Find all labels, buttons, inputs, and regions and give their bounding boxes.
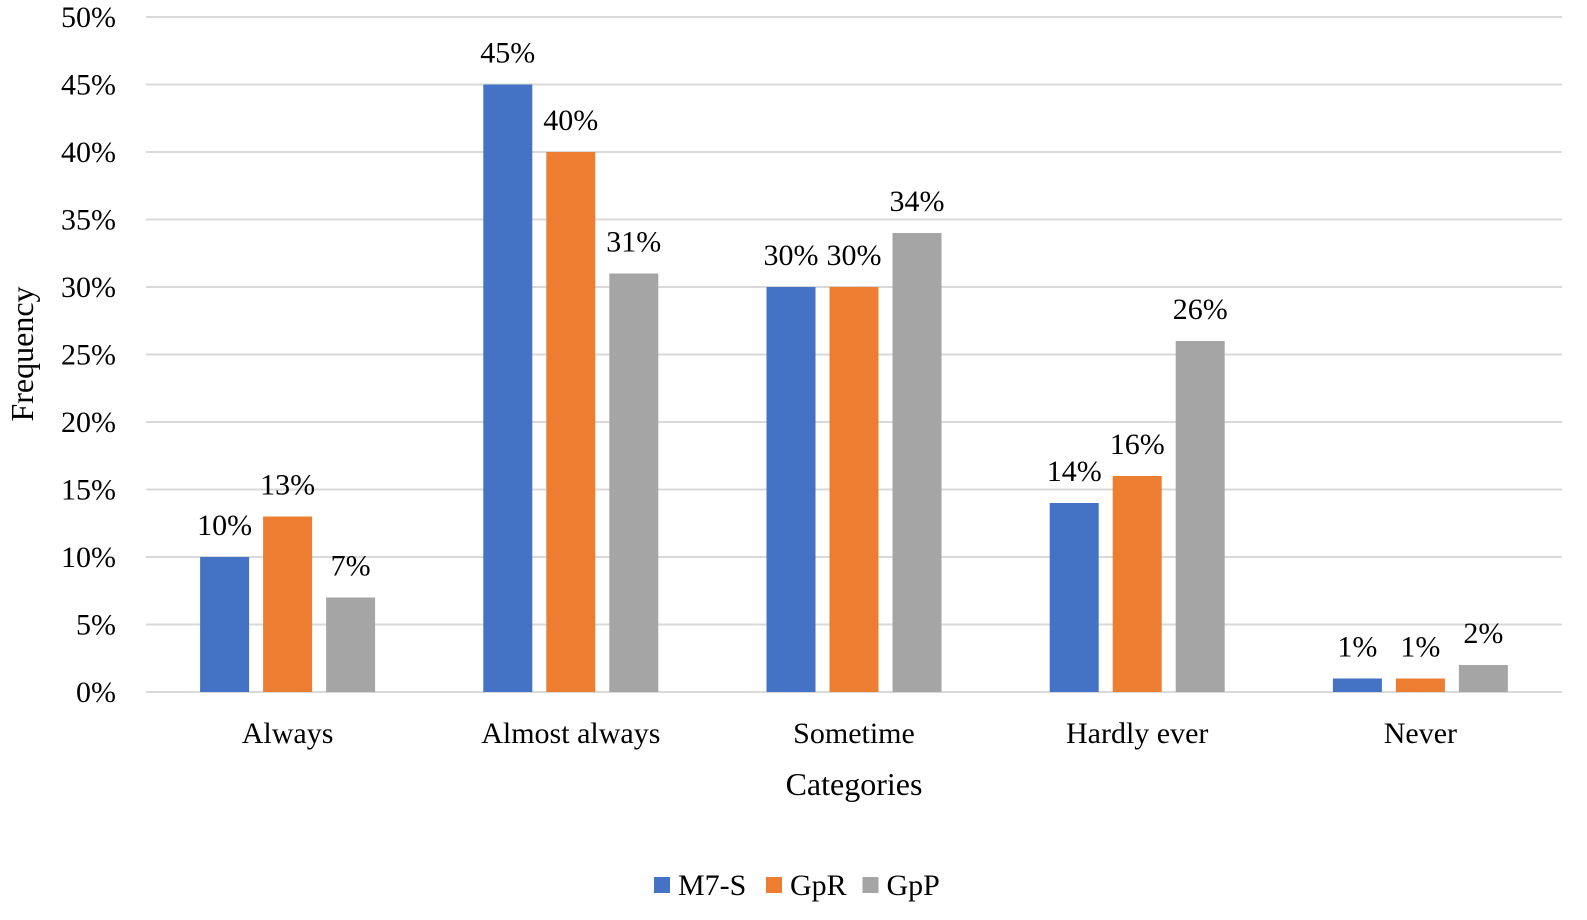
- y-tick-label: 50%: [61, 1, 116, 34]
- bar-gpr-sometime: [829, 287, 879, 692]
- y-tick-label: 25%: [61, 339, 116, 372]
- bars: [200, 84, 1508, 692]
- bar-gpp-never: [1458, 665, 1508, 692]
- y-tick-label: 10%: [61, 541, 116, 574]
- data-label: 1%: [1337, 631, 1377, 664]
- data-label: 31%: [606, 226, 661, 259]
- bar-gpr-never: [1395, 678, 1445, 692]
- legend-swatch: [766, 877, 782, 893]
- y-tick-label: 15%: [61, 474, 116, 507]
- y-tick-label: 40%: [61, 136, 116, 169]
- data-label: 30%: [764, 239, 819, 272]
- legend-label: M7-S: [678, 869, 746, 902]
- data-label: 1%: [1400, 631, 1440, 664]
- legend-swatch: [654, 877, 670, 893]
- data-label: 34%: [890, 185, 945, 218]
- y-tick-label: 35%: [61, 204, 116, 237]
- legend-label: GpP: [887, 869, 940, 902]
- data-label: 45%: [480, 37, 535, 70]
- y-tick-label: 45%: [61, 69, 116, 102]
- bar-gpp-hardly-ever: [1175, 341, 1225, 692]
- x-category-label: Always: [242, 717, 334, 750]
- bar-gpp-sometime: [892, 233, 942, 692]
- bar-m7-s-hardly-ever: [1049, 503, 1099, 692]
- x-axis-categories: Always Almost always Sometime Hardly ever Ne…: [242, 717, 1457, 750]
- y-tick-label: 30%: [61, 271, 116, 304]
- legend-label: GpR: [790, 869, 847, 902]
- y-axis-title: Frequency: [4, 286, 40, 421]
- data-label: 40%: [543, 104, 598, 137]
- data-label: 10%: [197, 509, 252, 542]
- data-label: 14%: [1047, 455, 1102, 488]
- bar-gpr-almost-always: [546, 152, 596, 692]
- bar-m7-s-always: [200, 557, 250, 692]
- y-tick-label: 5%: [76, 609, 116, 642]
- data-label: 30%: [827, 239, 882, 272]
- data-label: 26%: [1173, 293, 1228, 326]
- x-category-label: Never: [1384, 717, 1457, 750]
- x-category-label: Almost always: [481, 717, 660, 750]
- bar-gpr-always: [263, 516, 313, 692]
- data-label: 16%: [1110, 428, 1165, 461]
- data-label: 13%: [260, 469, 315, 502]
- bar-m7-s-never: [1332, 678, 1382, 692]
- bar-gpp-almost-always: [609, 273, 659, 692]
- y-axis-ticks: 0% 5% 10% 15% 20% 25% 30% 35% 40% 45% 50%: [61, 1, 116, 709]
- legend: M7-S GpR GpP: [654, 869, 940, 902]
- y-tick-label: 0%: [76, 676, 116, 709]
- y-tick-label: 20%: [61, 406, 116, 439]
- legend-swatch: [862, 877, 879, 893]
- data-label: 2%: [1463, 617, 1503, 650]
- data-labels: 10%13%7%45%40%31% 30% 30%34%14%16%26%1% 1% 2…: [197, 37, 1503, 664]
- bar-gpr-hardly-ever: [1112, 476, 1162, 692]
- bar-gpp-always: [326, 597, 376, 692]
- x-category-label: Hardly ever: [1066, 717, 1208, 750]
- bar-m7-s-sometime: [766, 287, 816, 692]
- x-axis-title: Categories: [786, 766, 923, 802]
- x-category-label: Sometime: [793, 717, 915, 750]
- data-label: 7%: [331, 550, 371, 583]
- bar-m7-s-almost-always: [483, 84, 533, 692]
